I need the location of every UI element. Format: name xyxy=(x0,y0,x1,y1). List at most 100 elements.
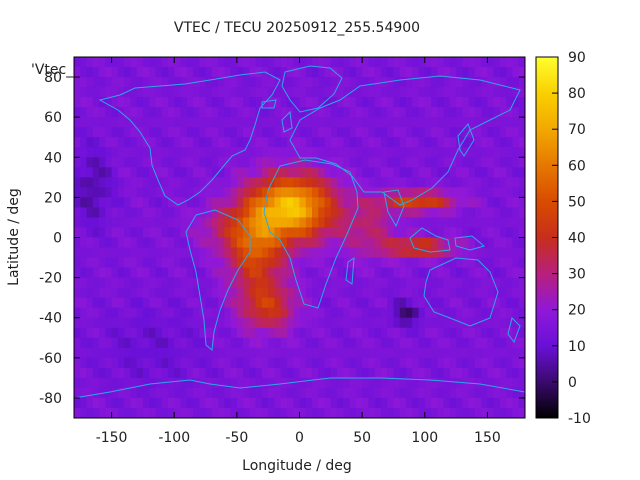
heatmap-cell xyxy=(274,317,282,329)
heatmap-cell xyxy=(174,377,182,389)
heatmap-cell xyxy=(330,277,338,289)
heatmap-cell xyxy=(136,227,144,239)
heatmap-cell xyxy=(318,247,326,259)
heatmap-cell xyxy=(431,247,438,259)
heatmap-cell xyxy=(443,287,451,299)
heatmap-cell xyxy=(155,107,163,118)
heatmap-cell xyxy=(305,167,313,178)
heatmap-cell xyxy=(167,97,175,108)
heatmap-cell xyxy=(512,257,520,269)
heatmap-cell xyxy=(286,237,294,249)
heatmap-cell xyxy=(437,187,445,198)
heatmap-cell xyxy=(399,267,407,279)
heatmap-cell xyxy=(155,207,163,219)
heatmap-cell xyxy=(499,337,507,349)
heatmap-cell xyxy=(481,277,489,289)
heatmap-cell xyxy=(99,67,106,78)
heatmap-cell xyxy=(330,127,338,138)
heatmap-cell xyxy=(368,77,376,88)
heatmap-cell xyxy=(506,247,514,259)
heatmap-cell xyxy=(424,257,432,269)
heatmap-cell xyxy=(230,327,238,339)
heatmap-cell xyxy=(105,327,113,339)
heatmap-cell xyxy=(305,127,313,138)
heatmap-cell xyxy=(80,287,88,299)
colorbar-tick-label: 10 xyxy=(568,339,586,355)
heatmap-cell xyxy=(362,257,370,269)
heatmap-cell xyxy=(349,297,357,309)
heatmap-cell xyxy=(268,327,276,339)
heatmap-cell xyxy=(474,377,482,389)
heatmap-cell xyxy=(80,237,88,249)
heatmap-cell xyxy=(318,237,326,249)
heatmap-cell xyxy=(230,317,238,329)
heatmap-cell xyxy=(343,57,351,68)
heatmap-cell xyxy=(230,267,238,279)
heatmap-cell xyxy=(393,367,401,379)
heatmap-cell xyxy=(518,217,525,229)
heatmap-cell xyxy=(155,407,163,418)
heatmap-cell xyxy=(280,187,288,198)
heatmap-cell xyxy=(261,157,269,168)
heatmap-cell xyxy=(286,267,294,279)
heatmap-cell xyxy=(362,347,370,359)
heatmap-cell xyxy=(380,127,388,138)
heatmap-cell xyxy=(243,407,250,418)
heatmap-cell xyxy=(286,217,294,229)
heatmap-cell xyxy=(481,347,489,359)
heatmap-cell xyxy=(443,127,451,138)
heatmap-cell xyxy=(186,397,194,409)
heatmap-cell xyxy=(230,87,238,98)
heatmap-cell xyxy=(518,127,525,138)
heatmap-cell xyxy=(474,127,482,138)
heatmap-cell xyxy=(305,387,313,399)
heatmap-cell xyxy=(130,197,138,209)
heatmap-cell xyxy=(399,137,407,148)
heatmap-cell xyxy=(205,197,213,209)
heatmap-cell xyxy=(286,157,294,168)
heatmap-cell xyxy=(268,307,276,319)
heatmap-cell xyxy=(305,237,313,249)
heatmap-cell xyxy=(405,187,413,198)
heatmap-cell xyxy=(136,257,144,269)
heatmap-cell xyxy=(487,367,495,379)
heatmap-cell xyxy=(393,277,401,289)
heatmap-cell xyxy=(155,227,163,239)
heatmap-cell xyxy=(518,107,525,118)
heatmap-cell xyxy=(111,277,119,289)
heatmap-cell xyxy=(218,217,225,229)
heatmap-cell xyxy=(199,77,207,88)
y-tick-label: 60 xyxy=(44,110,62,126)
heatmap-cell xyxy=(199,257,207,269)
heatmap-cell xyxy=(399,257,407,269)
heatmap-cell xyxy=(286,197,294,209)
heatmap-cell xyxy=(443,317,451,329)
heatmap-cell xyxy=(412,117,420,128)
heatmap-cell xyxy=(468,147,476,158)
heatmap-cell xyxy=(437,87,445,98)
heatmap-cell xyxy=(205,407,213,418)
heatmap-cell xyxy=(330,247,338,259)
heatmap-cell xyxy=(456,177,463,188)
heatmap-cell xyxy=(318,107,326,118)
heatmap-cell xyxy=(424,57,432,68)
heatmap-cell xyxy=(299,337,307,349)
heatmap-cell xyxy=(374,407,382,418)
heatmap-cell xyxy=(268,217,276,229)
heatmap-cell xyxy=(155,147,163,158)
heatmap-cell xyxy=(180,317,188,329)
heatmap-cell xyxy=(211,257,219,269)
heatmap-cell xyxy=(99,147,106,158)
heatmap-cell xyxy=(493,267,501,279)
heatmap-cell xyxy=(355,317,363,329)
heatmap-cell xyxy=(99,167,106,178)
heatmap-cell xyxy=(261,167,269,178)
heatmap-cell xyxy=(493,137,501,148)
heatmap-cell xyxy=(205,57,213,68)
heatmap-cell xyxy=(462,357,470,369)
heatmap-cell xyxy=(330,307,338,319)
heatmap-cell xyxy=(355,397,363,409)
heatmap-cell xyxy=(299,277,307,289)
heatmap-cell xyxy=(330,207,338,219)
heatmap-cell xyxy=(305,257,313,269)
